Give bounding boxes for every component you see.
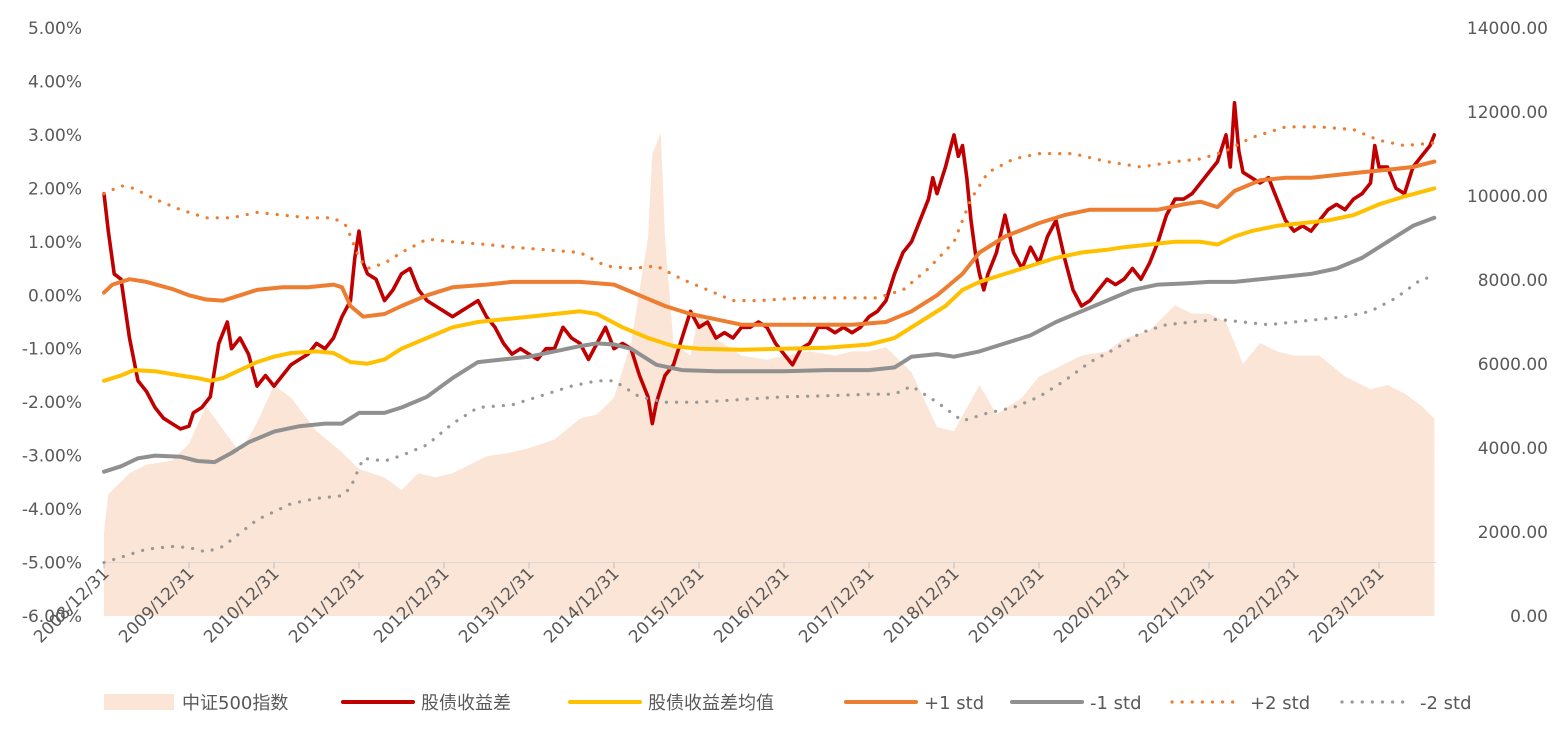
legend-label: -2 std: [1420, 693, 1472, 714]
series-line-mean: [102, 186, 1437, 383]
y-left-tick-label: -2.00%: [22, 393, 82, 413]
legend-label: +2 std: [1250, 693, 1310, 714]
y-right-tick-label: 10000.00: [1467, 187, 1548, 207]
y-right-tick-label: 0.00: [1510, 607, 1548, 627]
y-left-tick-label: -3.00%: [22, 447, 82, 467]
y-left-tick-label: 2.00%: [28, 179, 82, 199]
y-left-tick-label: 4.00%: [28, 72, 82, 92]
y-left-tick-label: 5.00%: [28, 19, 82, 39]
y-right-tick-label: 4000.00: [1478, 439, 1548, 459]
series-line-plus2std: [102, 125, 1436, 303]
y-right-tick-label: 14000.00: [1467, 19, 1548, 39]
legend: 中证500指数 股债收益差 股债收益差均值 +1 std -1 std +2 std -2 …: [104, 693, 1472, 714]
y-right-tick-label: 12000.00: [1467, 103, 1548, 123]
line-layer: [102, 101, 1437, 565]
legend-label: 中证500指数: [182, 693, 288, 714]
axis-layer: [103, 562, 1436, 569]
y-left-tick-label: 3.00%: [28, 126, 82, 146]
legend-label: 股债收益差均值: [648, 693, 774, 714]
y-right-tick-label: 2000.00: [1478, 523, 1548, 543]
y-right-tick-label: 8000.00: [1478, 271, 1548, 291]
y-right-tick-label: 6000.00: [1478, 355, 1548, 375]
y-left-tick-label: -4.00%: [22, 500, 82, 520]
series-area-index: [104, 133, 1435, 616]
legend-label: +1 std: [924, 693, 984, 714]
series-line-minus1std: [102, 215, 1437, 474]
series-line-spread: [102, 101, 1437, 431]
series-line-plus1std: [102, 159, 1437, 327]
legend-swatch: [104, 694, 174, 710]
y-left-tick-label: -5.00%: [22, 554, 82, 574]
legend-label: 股债收益差: [421, 693, 511, 714]
y-left-tick-label: 1.00%: [28, 233, 82, 253]
y-left-tick-label: -1.00%: [22, 340, 82, 360]
y-left-tick-label: -6.00%: [22, 607, 82, 627]
legend-label: -1 std: [1090, 693, 1142, 714]
y-left-tick-label: 0.00%: [28, 286, 82, 306]
area-layer: [104, 133, 1435, 616]
x-tick-label: 2008/12/31: [30, 564, 113, 647]
